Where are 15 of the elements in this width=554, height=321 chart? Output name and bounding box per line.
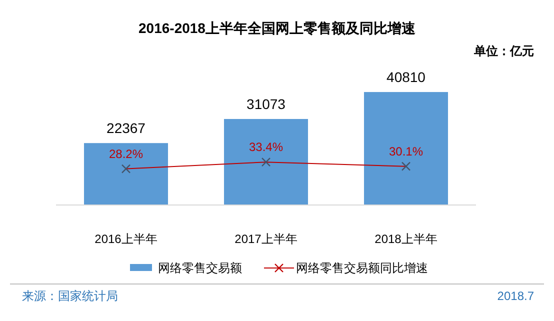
data-label: 33.4%: [248, 140, 284, 154]
chart-title: 2016-2018上半年全国网上零售额及同比增速: [138, 20, 416, 36]
data-label: 40810: [386, 69, 426, 86]
data-label: 28.2%: [108, 146, 144, 161]
data-label: 22367: [106, 120, 146, 136]
legend-label: 网络零售交易额同比增速: [296, 261, 428, 275]
legend-label: 网络零售交易额: [158, 261, 242, 275]
source-note: 来源：国家统计局: [22, 289, 118, 303]
x-tick-label: 2016上半年: [94, 232, 158, 246]
text: 单位：亿元: [473, 44, 534, 58]
x-tick-label: 2017上半年: [234, 232, 298, 246]
data-label: 30.1%: [388, 144, 424, 158]
text: 2018.7: [497, 289, 534, 303]
data-label: 31073: [246, 96, 286, 112]
x-tick-label: 2018上半年: [374, 232, 438, 246]
